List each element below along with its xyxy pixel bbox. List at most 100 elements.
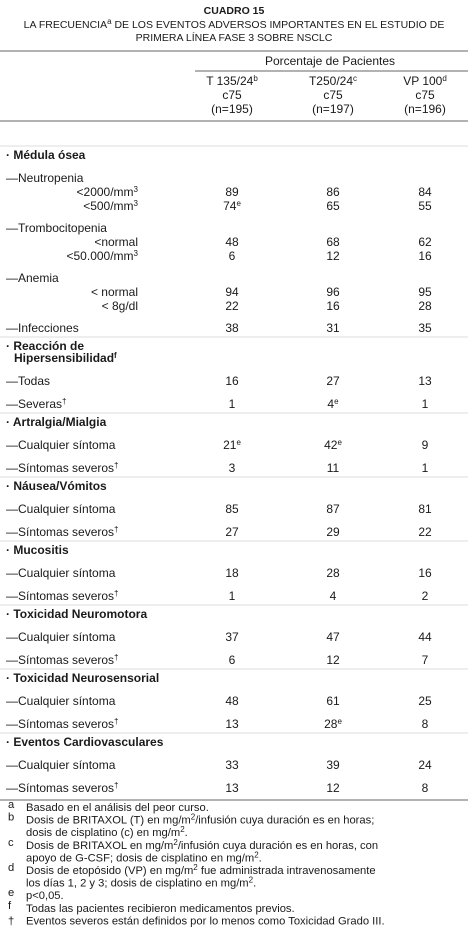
row-label: <2000/mm3 xyxy=(77,185,139,199)
footnote-mark: d xyxy=(8,862,14,874)
text-run: . xyxy=(259,852,262,864)
section-title: · Mucositis xyxy=(6,543,69,557)
cell: 55 xyxy=(418,199,432,213)
cell: 33 xyxy=(225,758,239,772)
cell: 47 xyxy=(326,630,340,644)
cell: 4 xyxy=(330,589,337,603)
cell-value: 21 xyxy=(223,438,237,452)
text-run: c75 xyxy=(415,88,435,102)
cell: 38 xyxy=(225,321,239,335)
text-run: c75 xyxy=(222,88,242,102)
text-run: p<0,05. xyxy=(26,890,64,902)
text-run: —Cualquier síntoma xyxy=(6,630,116,644)
section-title: · Toxicidad Neurosensorial xyxy=(6,671,159,685)
superscript: † xyxy=(114,653,118,662)
cell: 7 xyxy=(422,653,429,667)
column-header: (n=197) xyxy=(312,102,354,116)
text-run: —Cualquier síntoma xyxy=(6,758,116,772)
row-label: < 8g/dl xyxy=(102,299,138,313)
text-run: PRIMERA LÍNEA FASE 3 SOBRE NSCLC xyxy=(136,31,333,44)
cell: 18 xyxy=(225,566,239,580)
footnote-text: Dosis de BRITAXOL en mg/m2/infusión cuya… xyxy=(26,838,378,852)
superscript: 2 xyxy=(180,825,185,834)
column-header: VP 100d xyxy=(403,74,447,88)
text-run: dosis de cisplatino (c) en mg/m xyxy=(26,827,180,839)
text-run: · Toxicidad Neuromotora xyxy=(6,607,147,621)
cell: 74e xyxy=(223,199,241,213)
superscript: e xyxy=(236,438,241,447)
row-label: —Cualquier síntoma xyxy=(6,630,116,644)
row-label: <500/mm3 xyxy=(83,199,138,213)
row-label: —Síntomas severos† xyxy=(6,589,119,603)
group-header: Porcentaje de Pacientes xyxy=(265,54,395,68)
cell: 21e xyxy=(223,438,241,452)
footnote-text: p<0,05. xyxy=(26,890,64,902)
cell-value: 28 xyxy=(324,717,338,731)
superscript: b xyxy=(253,74,258,83)
cell: 9 xyxy=(422,438,429,452)
superscript: 2 xyxy=(193,863,198,872)
section-title: · Reacción de xyxy=(6,339,84,353)
cell: 16 xyxy=(418,249,432,263)
text-run: —Trombocitopenia xyxy=(6,221,107,235)
text-run: —Síntomas severos xyxy=(6,653,114,667)
footnote-mark: f xyxy=(8,900,12,912)
text-run: —Síntomas severos xyxy=(6,461,114,475)
row-label: —Síntomas severos† xyxy=(6,461,119,475)
text-run: · Mucositis xyxy=(6,543,69,557)
cell: 89 xyxy=(225,185,239,199)
text-run: T250/24 xyxy=(309,74,353,88)
section-title: · Eventos Cardiovasculares xyxy=(6,735,164,749)
text-run: <500/mm xyxy=(83,199,133,213)
cell: 12 xyxy=(326,249,340,263)
superscript: e xyxy=(236,199,241,208)
text-run: —Síntomas severos xyxy=(6,717,114,731)
text-run: —Síntomas severos xyxy=(6,525,114,539)
text-run: <50.000/mm xyxy=(67,249,134,263)
row-label: —Síntomas severos† xyxy=(6,717,119,731)
text-run: · Eventos Cardiovasculares xyxy=(6,735,164,749)
text-run: —Neutropenia xyxy=(6,171,84,185)
cell: 16 xyxy=(326,299,340,313)
text-run: Dosis de etopósido (VP) en mg/m xyxy=(26,865,193,877)
cell: 28 xyxy=(326,566,340,580)
text-run: · Artralgia/Mialgia xyxy=(6,415,107,429)
footnote-text: apoyo de G-CSF; dosis de cisplatino en m… xyxy=(26,850,262,864)
superscript: 2 xyxy=(249,876,254,885)
footnote-mark: e xyxy=(8,887,14,899)
row-label: —Neutropenia xyxy=(6,171,84,185)
superscript: † xyxy=(114,717,118,726)
cell: 22 xyxy=(418,525,432,539)
superscript: † xyxy=(114,781,118,790)
superscript: 2 xyxy=(191,813,196,822)
cell: 29 xyxy=(326,525,340,539)
section-title: · Náusea/Vómitos xyxy=(6,479,107,493)
superscript: † xyxy=(62,397,66,406)
superscript: d xyxy=(442,74,446,83)
superscript: † xyxy=(114,525,118,534)
superscript: 3 xyxy=(134,185,139,194)
cell: 16 xyxy=(418,566,432,580)
text-run: —Cualquier síntoma xyxy=(6,694,116,708)
text-run: Todas las pacientes recibieron medicamen… xyxy=(26,903,295,915)
text-run: Basado en el análisis del peor curso. xyxy=(26,802,209,814)
row-label: —Todas xyxy=(6,374,50,388)
text-run: VP 100 xyxy=(403,74,442,88)
cell: 24 xyxy=(418,758,432,772)
row-label: —Cualquier síntoma xyxy=(6,438,116,452)
row-label: —Infecciones xyxy=(6,321,79,335)
footnote-mark: c xyxy=(8,837,14,849)
row-label: < normal xyxy=(91,285,138,299)
cell: 8 xyxy=(422,717,429,731)
section-title: · Médula ósea xyxy=(6,148,86,162)
cell: 96 xyxy=(326,285,340,299)
text-run: · Médula ósea xyxy=(6,148,86,162)
cell-value: 4 xyxy=(327,397,334,411)
cell: 12 xyxy=(326,653,340,667)
cell: 35 xyxy=(418,321,432,335)
text-run: —Cualquier síntoma xyxy=(6,502,116,516)
text-run: —Infecciones xyxy=(6,321,79,335)
text-run: Eventos severos están definidos por lo m… xyxy=(26,915,385,927)
text-run: —Anemia xyxy=(6,271,59,285)
footnote-text: Eventos severos están definidos por lo m… xyxy=(26,915,385,927)
